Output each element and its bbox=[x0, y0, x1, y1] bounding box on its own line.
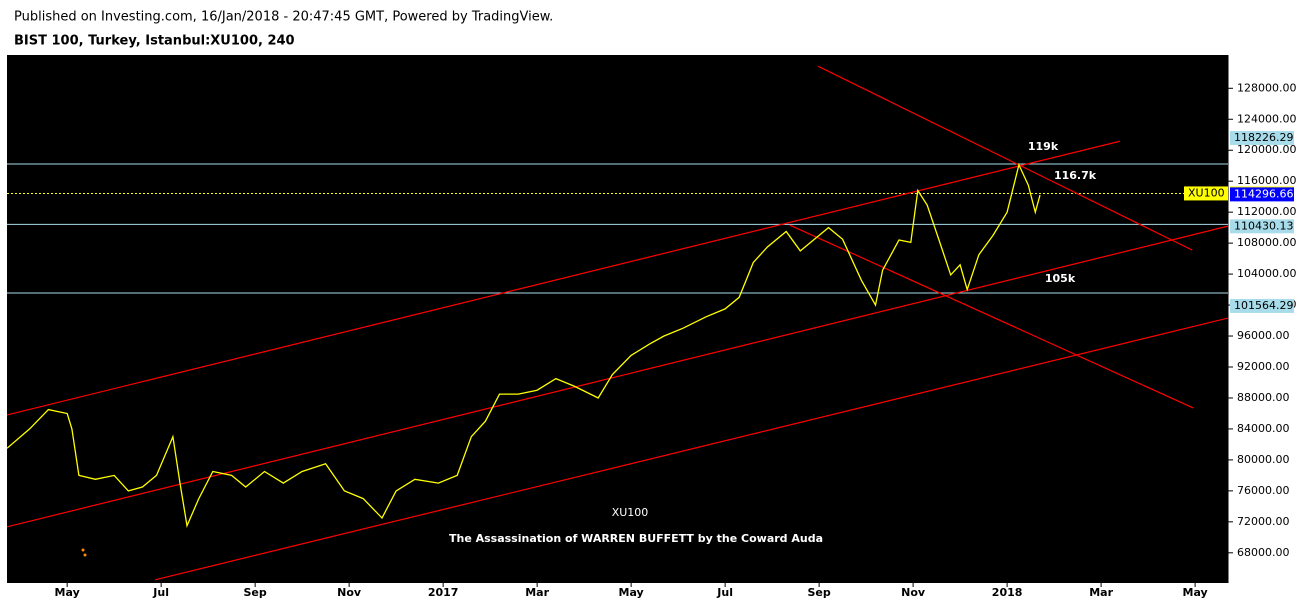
price-label-box bbox=[1230, 130, 1294, 145]
plot-area bbox=[7, 55, 1228, 583]
y-tick-label: 68000.00 bbox=[1237, 546, 1290, 559]
x-tick-label: Mar bbox=[525, 586, 549, 599]
x-tick-label: 2018 bbox=[992, 586, 1023, 599]
y-tick-label: 84000.00 bbox=[1237, 422, 1290, 435]
x-tick-label: Jul bbox=[152, 586, 169, 599]
y-tick-label: 96000.00 bbox=[1237, 329, 1290, 342]
x-tick-label: Nov bbox=[337, 586, 362, 599]
price-label: 101564.29 bbox=[1234, 299, 1294, 312]
x-tick-label: 2017 bbox=[428, 586, 459, 599]
y-tick-label: 112000.00 bbox=[1237, 205, 1297, 218]
x-tick-label: Sep bbox=[807, 586, 830, 599]
series-label: XU100 bbox=[1188, 186, 1225, 199]
y-tick-label: 104000.00 bbox=[1237, 267, 1297, 280]
series-label-box bbox=[1184, 186, 1228, 201]
y-tick-label: 108000.00 bbox=[1237, 236, 1297, 249]
y-tick-label: 120000.00 bbox=[1237, 143, 1297, 156]
x-tick-label: Mar bbox=[1089, 586, 1113, 599]
price-label: 118226.29 bbox=[1234, 131, 1294, 144]
y-tick-label: 80000.00 bbox=[1237, 453, 1290, 466]
watermark-subtitle: The Assassination of WARREN BUFFETT by t… bbox=[449, 532, 823, 545]
trendline bbox=[789, 224, 1194, 409]
x-tick-label: May bbox=[1183, 586, 1208, 599]
published-note: Published on Investing.com, 16/Jan/2018 … bbox=[14, 10, 553, 25]
trendline bbox=[154, 317, 1228, 581]
x-tick-label: Sep bbox=[244, 586, 267, 599]
y-tick-label: 88000.00 bbox=[1237, 391, 1290, 404]
price-label-box bbox=[1230, 298, 1294, 313]
price-label: 114296.66 bbox=[1234, 187, 1294, 200]
watermark: XU100 bbox=[612, 506, 649, 519]
x-tick-label: Jul bbox=[716, 586, 733, 599]
marker-dot bbox=[83, 553, 87, 557]
annotation: 116.7k bbox=[1054, 169, 1097, 182]
annotation: 105k bbox=[1045, 272, 1076, 285]
price-label-box bbox=[1230, 187, 1294, 202]
symbol-title: BIST 100, Turkey, Istanbul:XU100, 240 bbox=[14, 34, 295, 49]
y-tick-label: 128000.00 bbox=[1237, 81, 1297, 94]
annotation: 119k bbox=[1028, 140, 1059, 153]
y-tick-label: 116000.00 bbox=[1237, 174, 1297, 187]
x-tick-label: May bbox=[619, 586, 644, 599]
y-tick-label: 92000.00 bbox=[1237, 360, 1290, 373]
y-tick-label: 124000.00 bbox=[1237, 112, 1297, 125]
x-tick-label: May bbox=[55, 586, 80, 599]
price-line bbox=[7, 162, 1041, 528]
trendline bbox=[7, 140, 1121, 416]
y-tick-label: 76000.00 bbox=[1237, 484, 1290, 497]
y-tick-label: 72000.00 bbox=[1237, 515, 1290, 528]
plot-layer bbox=[7, 65, 1228, 581]
price-label-box bbox=[1230, 219, 1294, 234]
x-tick-label: Nov bbox=[901, 586, 926, 599]
trendline bbox=[817, 65, 1193, 251]
price-label: 110430.13 bbox=[1234, 219, 1294, 232]
marker-dot bbox=[81, 548, 85, 552]
